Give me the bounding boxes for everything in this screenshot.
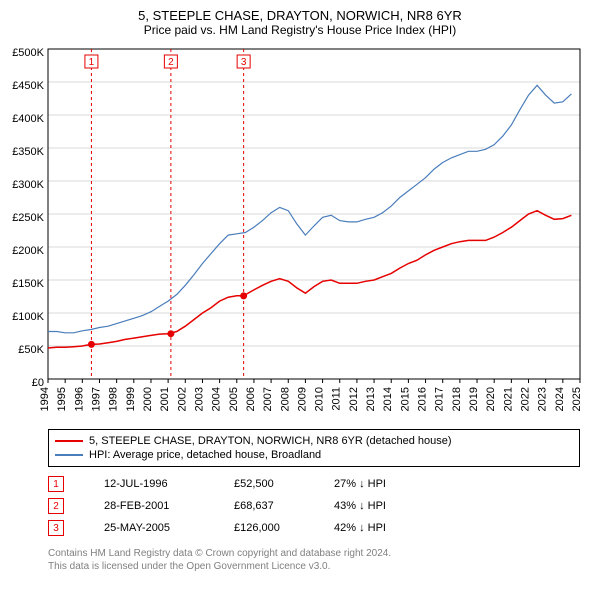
x-axis-tick-label: 2024 xyxy=(554,387,566,411)
x-axis-tick-label: 2010 xyxy=(314,387,326,411)
transaction-price: £126,000 xyxy=(234,522,294,534)
transaction-row: 3 25-MAY-2005 £126,000 42% ↓ HPI xyxy=(48,517,580,539)
chart-svg: £0£50K£100K£150K£200K£250K£300K£350K£400… xyxy=(0,43,600,423)
x-axis-tick-label: 1995 xyxy=(56,387,68,411)
x-axis-tick-label: 2009 xyxy=(296,387,308,411)
x-axis-tick-label: 2001 xyxy=(159,387,171,411)
chart-title: 5, STEEPLE CHASE, DRAYTON, NORWICH, NR8 … xyxy=(0,0,600,23)
x-axis-tick-label: 2003 xyxy=(193,387,205,411)
transaction-dot xyxy=(167,330,174,337)
transaction-dot xyxy=(240,292,247,299)
legend-item: 5, STEEPLE CHASE, DRAYTON, NORWICH, NR8 … xyxy=(55,434,573,448)
x-axis-tick-label: 1996 xyxy=(73,387,85,411)
x-axis-tick-label: 2007 xyxy=(262,387,274,411)
x-axis-tick-label: 2012 xyxy=(348,387,360,411)
transaction-price: £52,500 xyxy=(234,478,294,490)
transaction-hpi: 43% ↓ HPI xyxy=(334,500,424,512)
x-axis-tick-label: 2015 xyxy=(399,387,411,411)
chart-plot-area: £0£50K£100K£150K£200K£250K£300K£350K£400… xyxy=(0,43,600,423)
transaction-row: 1 12-JUL-1996 £52,500 27% ↓ HPI xyxy=(48,473,580,495)
transaction-date: 25-MAY-2005 xyxy=(104,522,194,534)
legend-item: HPI: Average price, detached house, Broa… xyxy=(55,448,573,462)
transaction-marker-label: 2 xyxy=(168,57,174,68)
transaction-dot xyxy=(88,341,95,348)
x-axis-tick-label: 2019 xyxy=(468,387,480,411)
footnote: Contains HM Land Registry data © Crown c… xyxy=(48,547,580,573)
transaction-marker: 2 xyxy=(48,498,64,514)
y-axis-tick-label: £100K xyxy=(12,311,44,323)
x-axis-tick-label: 2006 xyxy=(245,387,257,411)
transaction-marker-label: 1 xyxy=(89,57,95,68)
x-axis-tick-label: 2008 xyxy=(279,387,291,411)
x-axis-tick-label: 2000 xyxy=(142,387,154,411)
x-axis-tick-label: 2022 xyxy=(520,387,532,411)
x-axis-tick-label: 2014 xyxy=(382,387,394,411)
legend-label: HPI: Average price, detached house, Broa… xyxy=(89,449,321,461)
x-axis-tick-label: 1994 xyxy=(39,387,51,411)
x-axis-tick-label: 2021 xyxy=(502,387,514,411)
legend-swatch xyxy=(55,454,83,456)
y-axis-tick-label: £500K xyxy=(12,47,44,59)
x-axis-tick-label: 2018 xyxy=(451,387,463,411)
x-axis-tick-label: 1999 xyxy=(125,387,137,411)
x-axis-tick-label: 2013 xyxy=(365,387,377,411)
x-axis-tick-label: 2004 xyxy=(211,387,223,411)
transaction-hpi: 42% ↓ HPI xyxy=(334,522,424,534)
y-axis-tick-label: £350K xyxy=(12,146,44,158)
x-axis-tick-label: 2011 xyxy=(331,387,343,411)
y-axis-tick-label: £150K xyxy=(12,278,44,290)
footnote-line: Contains HM Land Registry data © Crown c… xyxy=(48,547,580,560)
y-axis-tick-label: £450K xyxy=(12,80,44,92)
x-axis-tick-label: 2016 xyxy=(417,387,429,411)
footnote-line: This data is licensed under the Open Gov… xyxy=(48,560,580,573)
transaction-table: 1 12-JUL-1996 £52,500 27% ↓ HPI 2 28-FEB-2001… xyxy=(48,473,580,539)
y-axis-tick-label: £300K xyxy=(12,179,44,191)
chart-container: 5, STEEPLE CHASE, DRAYTON, NORWICH, NR8 … xyxy=(0,0,600,573)
y-axis-tick-label: £200K xyxy=(12,245,44,257)
legend: 5, STEEPLE CHASE, DRAYTON, NORWICH, NR8 … xyxy=(48,429,580,467)
transaction-price: £68,637 xyxy=(234,500,294,512)
x-axis-tick-label: 2017 xyxy=(434,387,446,411)
transaction-marker: 3 xyxy=(48,520,64,536)
x-axis-tick-label: 1998 xyxy=(108,387,120,411)
x-axis-tick-label: 2005 xyxy=(228,387,240,411)
transaction-row: 2 28-FEB-2001 £68,637 43% ↓ HPI xyxy=(48,495,580,517)
y-axis-tick-label: £400K xyxy=(12,113,44,125)
transaction-marker: 1 xyxy=(48,476,64,492)
x-axis-tick-label: 2023 xyxy=(537,387,549,411)
x-axis-tick-label: 2020 xyxy=(485,387,497,411)
x-axis-tick-label: 2002 xyxy=(176,387,188,411)
legend-label: 5, STEEPLE CHASE, DRAYTON, NORWICH, NR8 … xyxy=(89,435,452,447)
transaction-date: 28-FEB-2001 xyxy=(104,500,194,512)
transaction-marker-label: 3 xyxy=(241,57,247,68)
legend-swatch xyxy=(55,440,83,442)
transaction-date: 12-JUL-1996 xyxy=(104,478,194,490)
y-axis-tick-label: £250K xyxy=(12,212,44,224)
x-axis-tick-label: 2025 xyxy=(571,387,583,411)
x-axis-tick-label: 1997 xyxy=(90,387,102,411)
y-axis-tick-label: £50K xyxy=(18,344,44,356)
transaction-hpi: 27% ↓ HPI xyxy=(334,478,424,490)
chart-subtitle: Price paid vs. HM Land Registry's House … xyxy=(0,23,600,43)
